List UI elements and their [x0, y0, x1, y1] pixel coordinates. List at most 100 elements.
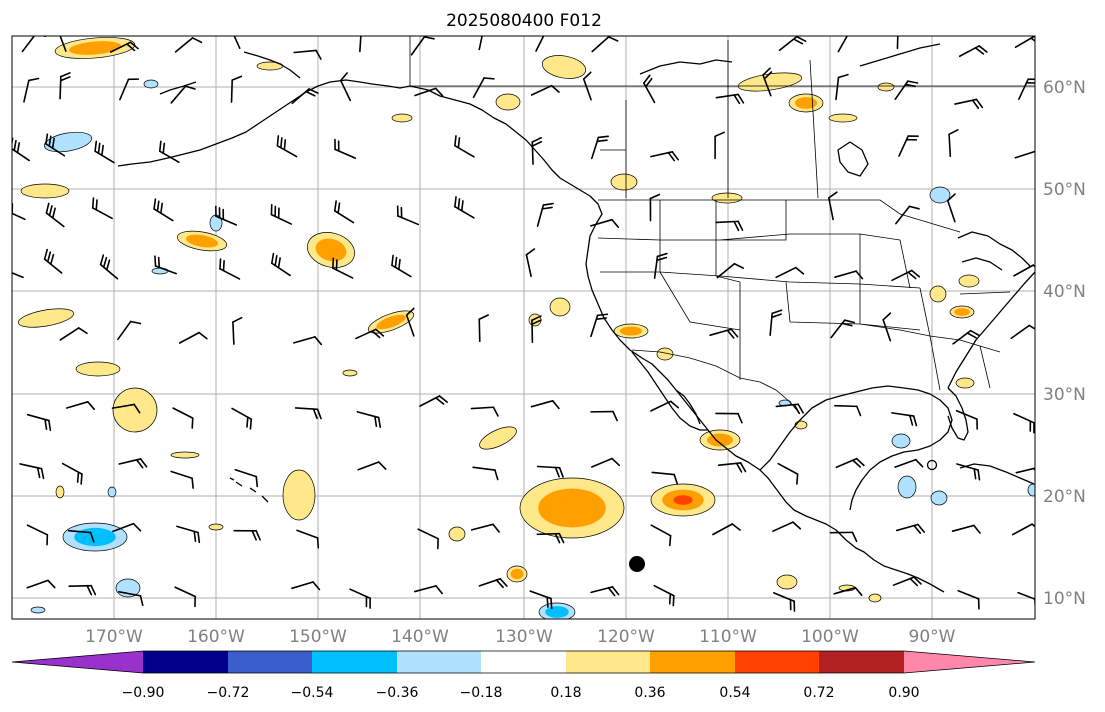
barb-shaft: [170, 470, 193, 480]
wind-barb: [536, 202, 554, 228]
contour-blob: [107, 486, 117, 498]
barb-shaft: [229, 36, 241, 50]
contour-blob: [307, 232, 355, 268]
barb-flag: [231, 75, 243, 81]
wind-barb: [531, 136, 543, 165]
coastline-arctic: [639, 43, 941, 75]
barb-shaft: [957, 589, 980, 600]
contour-blob: [495, 93, 521, 111]
latitude-labels: 60°N 50°N 40°N 30°N 20°N 10°N: [1043, 78, 1086, 609]
barb-flag: [978, 45, 988, 53]
barb-shaft: [835, 76, 840, 101]
contour-blob: [54, 37, 136, 59]
barb-shaft: [472, 466, 496, 471]
barb-shaft: [57, 36, 67, 52]
barb-shaft: [590, 457, 613, 468]
barb-flag: [46, 534, 49, 546]
barb-shaft: [111, 403, 135, 409]
wind-barb: [270, 203, 293, 225]
barb-flag: [16, 142, 21, 154]
contour-fill: [20, 183, 70, 199]
barb-flag: [582, 71, 592, 80]
wind-barb: [829, 531, 858, 543]
barb-flag: [669, 534, 672, 547]
barb-flag: [276, 135, 280, 147]
barb-shaft: [948, 133, 952, 158]
wind-barb: [955, 409, 979, 430]
barb-flag: [405, 307, 415, 316]
wind-barb: [951, 524, 981, 534]
wind-barb: [413, 585, 444, 595]
barb-flag: [841, 322, 853, 327]
contour-blob: [958, 274, 980, 288]
wind-barb: [419, 395, 448, 407]
contour-blob: [794, 420, 808, 430]
contour-blob: [506, 565, 528, 583]
contour-blob: [176, 230, 228, 252]
barb-flag: [730, 328, 739, 338]
barb-shaft: [296, 529, 319, 539]
contour-blob: [43, 131, 93, 153]
wind-barb: [219, 258, 241, 280]
contour-blob: [699, 429, 741, 451]
map-panel: [11, 35, 1036, 620]
barb-flag: [218, 207, 221, 219]
barb-shaft: [413, 585, 437, 593]
barb-shaft: [230, 79, 234, 103]
coastline-cuba: [959, 463, 1035, 485]
colorbar-tick-label: −0.18: [460, 685, 503, 701]
wind-barb: [45, 133, 66, 157]
wind-barb: [762, 67, 773, 97]
barb-flag: [105, 259, 111, 271]
barb-flag: [546, 596, 549, 608]
wind-barb: [271, 252, 291, 277]
barb-shaft: [894, 458, 917, 468]
barb-flag: [499, 578, 508, 587]
barb-shaft: [712, 523, 734, 536]
barb-flag: [726, 329, 735, 339]
barb-flag: [76, 471, 80, 483]
wind-barb: [118, 590, 144, 607]
barb-flag: [51, 137, 55, 149]
wind-barb: [948, 129, 959, 158]
barb-flag: [851, 531, 858, 543]
barb-flag: [795, 266, 805, 275]
wind-barb: [778, 36, 807, 52]
barb-shaft: [172, 407, 194, 419]
barb-flag: [1033, 422, 1035, 434]
barb-flag: [542, 202, 554, 206]
barb-shaft: [174, 37, 194, 53]
barb-flag: [89, 531, 95, 543]
contour-fill: [930, 490, 948, 506]
contour-blob: [930, 490, 948, 506]
barb-flag: [917, 523, 926, 533]
barb-shaft: [834, 404, 858, 408]
barb-flag: [762, 67, 771, 76]
wind-barb: [334, 138, 357, 159]
barb-flag: [232, 316, 243, 323]
barb-flag: [948, 129, 959, 136]
wind-barb: [233, 529, 261, 541]
contour-fill: [929, 186, 951, 204]
barb-flag: [191, 417, 194, 429]
barb-flag: [365, 595, 368, 608]
barb-flag: [649, 193, 661, 200]
wind-barb: [154, 255, 177, 275]
barb-shaft: [896, 36, 899, 50]
longitude-labels: 170°W 160°W 150°W 140°W 130°W 120°W 110°…: [85, 627, 956, 647]
wind-barb: [174, 37, 203, 53]
barb-flag: [51, 207, 56, 219]
barb-flag: [274, 254, 278, 267]
barb-flag: [132, 522, 142, 532]
border-canada-usa: [598, 199, 961, 233]
contour-fill: [776, 574, 798, 590]
barb-flag: [46, 251, 52, 263]
barb-shaft: [837, 36, 851, 53]
barb-flag: [198, 331, 208, 340]
wind-barb: [178, 331, 208, 344]
barb-flag: [90, 584, 97, 596]
barb-flag: [133, 403, 141, 414]
barb-flag: [828, 191, 838, 199]
barb-flag: [95, 199, 98, 211]
coastline-gulf: [759, 385, 953, 511]
